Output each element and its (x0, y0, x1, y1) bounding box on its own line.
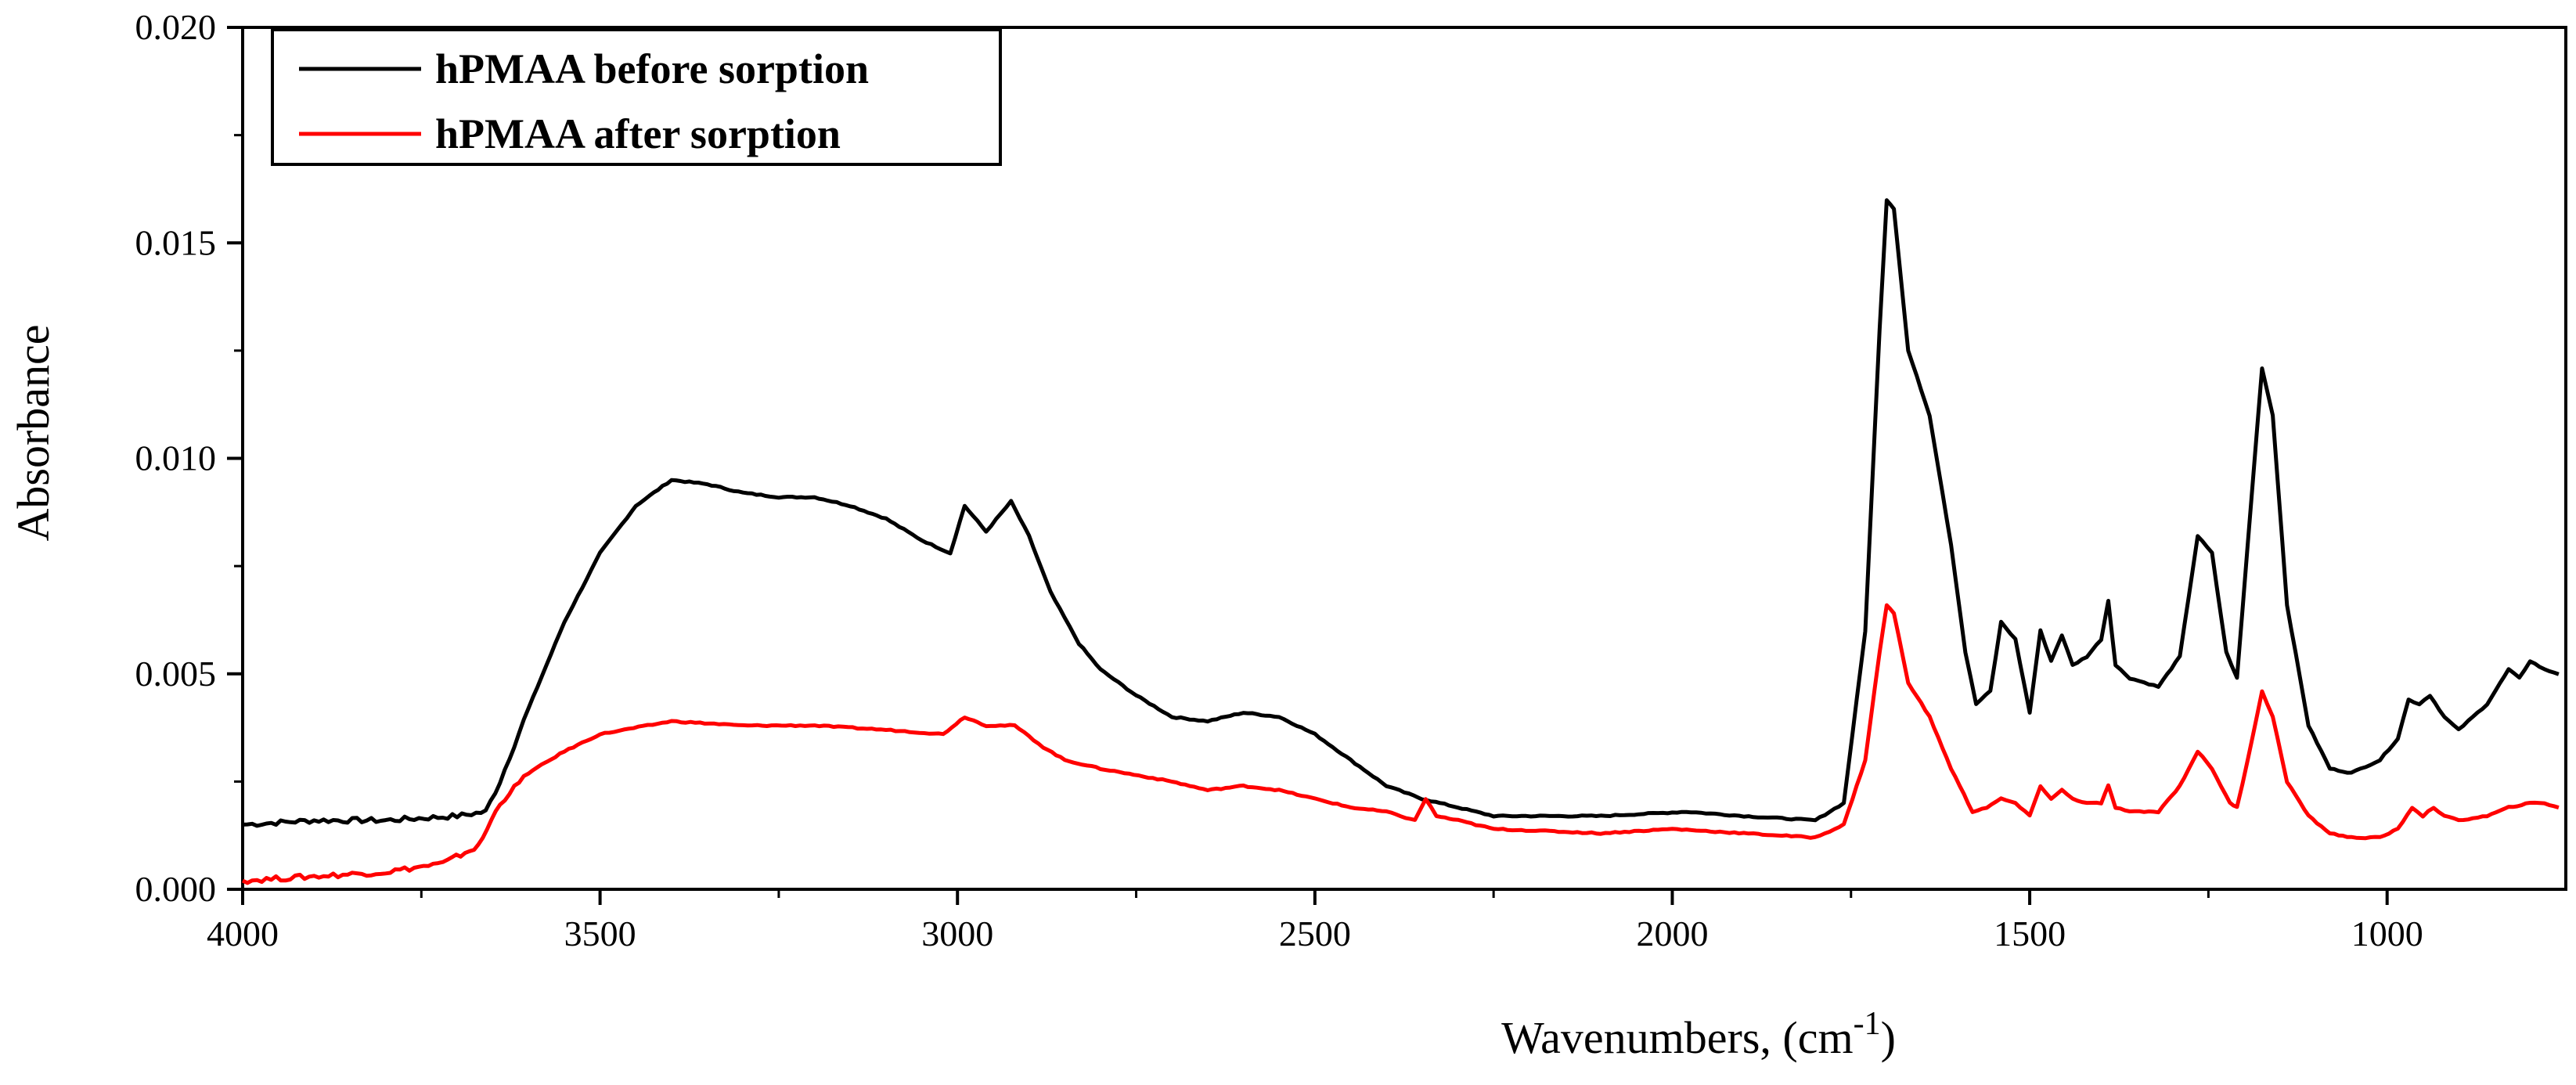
x-tick-label: 1000 (2351, 914, 2423, 953)
y-axis: 0.000 0.005 0.010 0.015 0.020 (135, 7, 243, 909)
y-tick-label: 0.005 (135, 654, 217, 694)
x-axis-title-suffix: ) (1881, 1012, 1896, 1063)
x-tick-label: 2500 (1279, 914, 1351, 953)
x-axis-title: Wavenumbers, (cm-1) (1501, 1006, 1896, 1063)
legend: hPMAA before sorption hPMAA after sorpti… (271, 28, 1002, 166)
y-tick-label: 0.015 (135, 222, 217, 262)
legend-label-before: hPMAA before sorption (435, 45, 869, 92)
series-line-before-sorption (242, 198, 2560, 828)
x-tick-label: 4000 (207, 914, 279, 953)
x-tick-label: 1500 (1994, 914, 2066, 953)
x-axis: 4000 3500 3000 2500 2000 1500 1000 (207, 889, 2423, 953)
x-tick-label: 2000 (1636, 914, 1708, 953)
x-tick-label: 3000 (921, 914, 993, 953)
series-layer (241, 198, 2560, 885)
y-tick-label: 0.020 (135, 7, 217, 47)
y-axis-title: Absorbance (8, 324, 59, 541)
series-line-after-sorption (241, 603, 2560, 885)
legend-box (271, 28, 1002, 166)
x-axis-title-main: Wavenumbers, (cm (1501, 1012, 1854, 1063)
legend-label-after: hPMAA after sorption (435, 110, 841, 157)
y-tick-label: 0.010 (135, 438, 217, 478)
x-tick-label: 3500 (564, 914, 636, 953)
x-axis-title-superscript: -1 (1854, 1006, 1881, 1042)
y-tick-label: 0.000 (135, 869, 217, 909)
